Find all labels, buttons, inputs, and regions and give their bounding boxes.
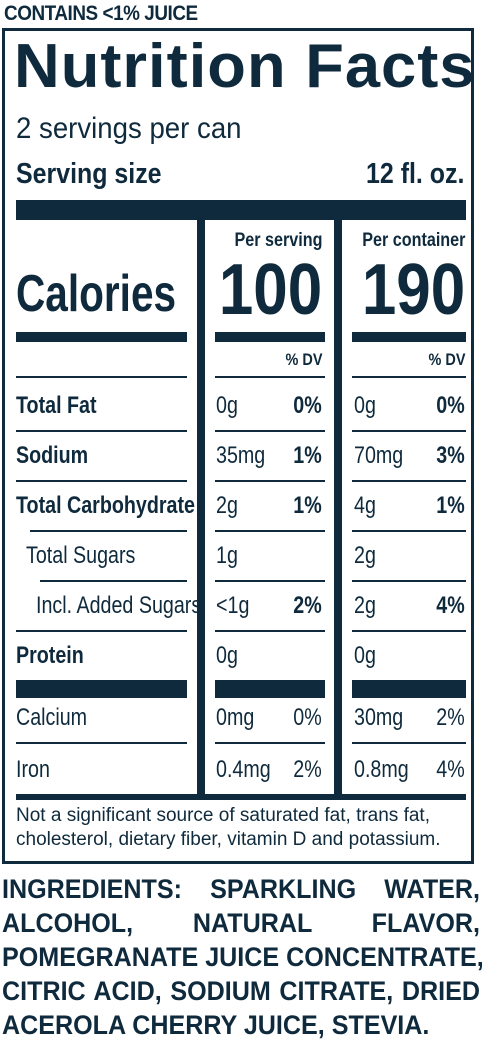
container-amount: 2g	[354, 592, 376, 619]
row-line-2-2	[352, 530, 466, 532]
mineral-serving-dv: 2%	[293, 756, 322, 783]
ingredients-line: POMEGRANATE JUICE CONCENTRATE,	[2, 942, 482, 972]
dv-header-serving: % DV	[285, 350, 322, 369]
ingredients-line: INGREDIENTS: SPARKLING WATER,	[2, 874, 481, 904]
per-serving-header: Per serving	[234, 230, 322, 251]
serving-dv: 2%	[293, 592, 322, 619]
mineral-container-dv: 4%	[436, 756, 465, 783]
row-line-4-1	[215, 630, 325, 632]
mineral-name: Calcium	[16, 704, 88, 731]
mineral-container-dv: 2%	[436, 704, 465, 731]
serving-dv: 1%	[293, 492, 322, 519]
juice-content-banner: CONTAINS <1% JUICE	[4, 2, 198, 25]
mineral-line-0	[16, 742, 187, 744]
container-amount: 4g	[354, 492, 376, 519]
container-dv: 3%	[436, 442, 465, 469]
ingredients-line: ACEROLA CHERRY JUICE, STEVIA.	[2, 1010, 430, 1040]
calories-per-container: 190	[361, 250, 465, 330]
serving-amount: 0g	[216, 392, 238, 419]
row-line-0-2	[352, 430, 466, 432]
nutrient-name: Incl. Added Sugars	[36, 592, 202, 619]
row-line-header-2	[352, 376, 466, 378]
mineral-line-1	[215, 742, 325, 744]
mineral-serving-amount: 0.4mg	[216, 756, 271, 783]
nutrition-facts-title: Nutrition Facts	[14, 32, 476, 101]
thick-divider-top	[16, 200, 466, 220]
serving-amount: 1g	[216, 542, 238, 569]
row-line-4-2	[352, 630, 466, 632]
row-line-header-0	[16, 376, 187, 378]
row-line-3-0	[40, 580, 187, 582]
calories-per-serving: 100	[218, 250, 322, 330]
nutrient-name: Sodium	[16, 442, 89, 469]
nutrition-facts-panel	[2, 28, 474, 864]
row-line-3-1	[215, 580, 325, 582]
row-line-2-1	[215, 530, 325, 532]
row-line-1-1	[215, 480, 325, 482]
per-container-header: Per container	[361, 230, 465, 251]
serving-size-label: Serving size	[16, 158, 162, 190]
nutrient-name: Protein	[16, 642, 84, 669]
calories-divider-mid	[215, 332, 325, 342]
serving-amount: 35mg	[216, 442, 266, 469]
serving-amount: <1g	[216, 592, 250, 619]
container-dv: 4%	[436, 592, 465, 619]
row-line-3-2	[352, 580, 466, 582]
thick-divider-minerals-right	[352, 680, 466, 698]
mineral-serving-amount: 0mg	[216, 704, 255, 731]
calories-label: Calories	[16, 265, 177, 323]
row-line-1-2	[352, 480, 466, 482]
mineral-serving-dv: 0%	[293, 704, 322, 731]
container-amount: 70mg	[354, 442, 404, 469]
row-line-1-0	[16, 480, 187, 482]
thick-divider-minerals-left	[16, 680, 187, 698]
nutrient-name: Total Fat	[16, 392, 97, 419]
calories-divider-left	[16, 332, 187, 342]
mineral-line-2	[352, 742, 466, 744]
row-line-header-1	[215, 376, 325, 378]
mineral-name: Iron	[16, 756, 50, 783]
row-line-0-1	[215, 430, 325, 432]
ingredients-line: CITRIC ACID, SODIUM CITRATE, DRIED	[2, 976, 481, 1006]
calories-divider-right	[352, 332, 466, 342]
container-amount: 0g	[354, 392, 376, 419]
container-dv: 1%	[436, 492, 465, 519]
row-line-0-0	[16, 430, 187, 432]
thick-divider-minerals-mid	[215, 680, 325, 698]
serving-amount: 2g	[216, 492, 238, 519]
serving-amount: 0g	[216, 642, 238, 669]
mineral-container-amount: 0.8mg	[354, 756, 409, 783]
serving-size-value: 12 fl. oz.	[365, 158, 464, 190]
container-amount: 2g	[354, 542, 376, 569]
container-dv: 0%	[436, 392, 465, 419]
mineral-container-amount: 30mg	[354, 704, 404, 731]
servings-per-container: 2 servings per can	[16, 112, 242, 145]
column-divider-2	[334, 220, 342, 798]
serving-dv: 0%	[293, 392, 322, 419]
nutrient-name: Total Carbohydrate	[16, 492, 195, 519]
divider-before-footnote	[16, 794, 466, 800]
dv-header-container: % DV	[428, 350, 465, 369]
column-divider-1	[197, 220, 205, 798]
row-line-2-0	[30, 530, 187, 532]
row-line-4-0	[16, 630, 187, 632]
ingredients-list: INGREDIENTS: SPARKLING WATER, ALCOHOL, NA…	[2, 872, 482, 1042]
nutrient-name: Total Sugars	[26, 542, 136, 569]
footnote: Not a significant source of saturated fa…	[16, 805, 441, 850]
serving-dv: 1%	[293, 442, 322, 469]
ingredients-line: ALCOHOL, NATURAL FLAVOR,	[2, 908, 481, 938]
container-amount: 0g	[354, 642, 376, 669]
